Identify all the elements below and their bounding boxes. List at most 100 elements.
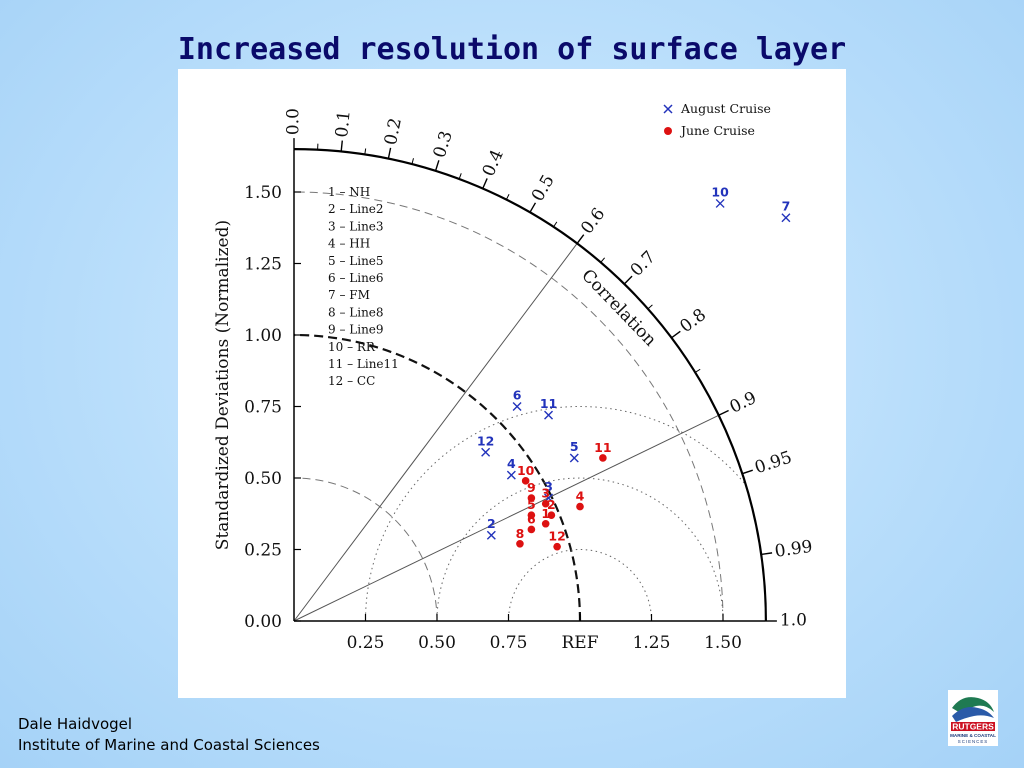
june-point-label: 4 — [576, 489, 585, 504]
std-arc — [294, 191, 724, 621]
correlation-tick — [576, 234, 585, 244]
legend-label-june: June Cruise — [679, 123, 755, 138]
logo-subtext: MARINE & COASTAL — [950, 733, 996, 738]
correlation-tick — [340, 140, 343, 152]
june-point-label: 9 — [527, 480, 536, 495]
correlation-tick — [623, 275, 633, 285]
station-key-entry: 12 – CC — [328, 374, 375, 388]
logo-subtext2: SCIENCES — [958, 739, 988, 744]
y-axis-label: Standardized Deviations (Normalized) — [213, 220, 233, 550]
august-point — [781, 213, 791, 223]
x-tick-label: 0.50 — [418, 633, 456, 653]
station-key-entry: 5 – Line5 — [328, 254, 384, 268]
correlation-tick-label: 0.6 — [577, 204, 609, 238]
station-key-entry: 10 – RR — [328, 340, 376, 354]
legend-label-august: August Cruise — [680, 101, 771, 116]
june-point-label: 5 — [527, 497, 536, 512]
august-point-label: 12 — [477, 433, 494, 448]
legend-x-marker — [663, 104, 673, 114]
y-tick-label: 0.25 — [244, 541, 282, 561]
correlation-line — [293, 243, 578, 622]
correlation-minor-tick — [505, 193, 510, 200]
x-tick-label: REF — [561, 633, 598, 653]
august-point — [544, 410, 554, 420]
correlation-tick — [761, 552, 773, 556]
june-point — [527, 494, 536, 502]
june-point — [541, 499, 550, 508]
station-key-entry: 4 – HH — [328, 237, 370, 251]
footer: Dale Haidvogel Institute of Marine and C… — [18, 714, 320, 756]
y-tick-label: 0.50 — [244, 469, 282, 489]
correlation-tick-label: 0.5 — [528, 172, 559, 205]
institution-name: Institute of Marine and Coastal Sciences — [18, 736, 320, 754]
station-key-entry: 11 – Line11 — [328, 357, 399, 371]
correlation-tick-label: 0.9 — [727, 388, 760, 418]
station-key-entry: 3 – Line3 — [328, 219, 384, 233]
outer-arc — [293, 148, 767, 622]
x-tick-label: 1.25 — [633, 633, 671, 653]
june-point — [516, 539, 524, 548]
legend-dot-marker — [664, 127, 672, 135]
rutgers-logo: RUTGERS MARINE & COASTAL SCIENCES — [948, 690, 998, 746]
august-point — [486, 530, 496, 540]
correlation-tick-label: 0.4 — [479, 147, 508, 180]
x-tick-label: 1.50 — [704, 633, 742, 653]
august-point-label: 6 — [513, 388, 522, 403]
june-point — [541, 519, 550, 528]
y-tick-label: 0.00 — [244, 612, 282, 632]
correlation-tick — [434, 160, 440, 172]
correlation-line — [293, 414, 719, 622]
june-point — [527, 525, 536, 534]
correlation-minor-tick — [553, 221, 558, 228]
august-point — [569, 453, 579, 463]
grid-group — [294, 191, 766, 621]
station-key-entry: 2 – Line2 — [328, 202, 384, 216]
august-point — [481, 447, 491, 457]
correlation-tick — [529, 202, 537, 213]
june-point-label: 8 — [516, 526, 525, 541]
logo-text: RUTGERS — [952, 722, 994, 732]
august-point-label: 11 — [540, 396, 557, 411]
taylor-diagram-panel: 0.00 0.25 0.50 0.75 1.00 1.25 1.50 0.25 0.50 0.75… — [178, 69, 846, 698]
station-key-entry: 8 – Line8 — [328, 305, 384, 319]
reference-std-arc — [294, 333, 582, 621]
rms-arc — [508, 549, 652, 621]
correlation-minor-tick — [647, 304, 653, 310]
correlation-tick — [718, 409, 729, 416]
august-point — [715, 198, 725, 208]
june-point-label: 1 — [541, 506, 550, 521]
rms-arc — [436, 477, 724, 621]
y-tick-label: 1.50 — [244, 183, 282, 203]
august-point-label: 4 — [507, 456, 516, 471]
june-point-label: 11 — [594, 440, 611, 455]
june-point-label: 10 — [517, 463, 535, 478]
august-point — [512, 402, 522, 411]
august-point-label: 10 — [711, 184, 729, 199]
slide-title: Increased resolution of surface layer — [177, 32, 847, 67]
correlation-minor-tick — [600, 257, 606, 263]
june-point — [547, 511, 556, 519]
station-key-entry: 6 – Line6 — [328, 271, 384, 285]
correlation-tick-label: 0.95 — [752, 447, 794, 478]
correlation-minor-tick — [364, 148, 367, 155]
author-name: Dale Haidvogel — [18, 715, 133, 733]
june-point — [521, 477, 530, 485]
station-key-entry: 1 – NH — [328, 185, 370, 199]
correlation-minor-tick — [742, 471, 749, 475]
correlation-tick — [387, 147, 392, 159]
correlation-tick-label: 0.8 — [676, 305, 710, 337]
station-key-entry: 9 – Line9 — [328, 323, 384, 337]
correlation-minor-tick — [458, 173, 462, 180]
y-tick-label: 1.25 — [244, 255, 282, 275]
correlation-tick-label: 0.99 — [774, 537, 814, 562]
correlation-tick-label: 0.1 — [332, 110, 355, 139]
taylor-diagram: 0.000.250.500.751.001.251.500.25 0.50 0.75… — [213, 101, 814, 653]
correlation-minor-tick — [694, 368, 701, 373]
june-point — [576, 502, 584, 511]
june-point — [527, 511, 536, 519]
correlation-minor-tick — [411, 158, 414, 165]
august-point-label: 5 — [570, 439, 579, 454]
station-key-entry: 7 – FM — [328, 288, 370, 302]
june-point — [553, 542, 561, 551]
std-arc — [294, 477, 438, 621]
